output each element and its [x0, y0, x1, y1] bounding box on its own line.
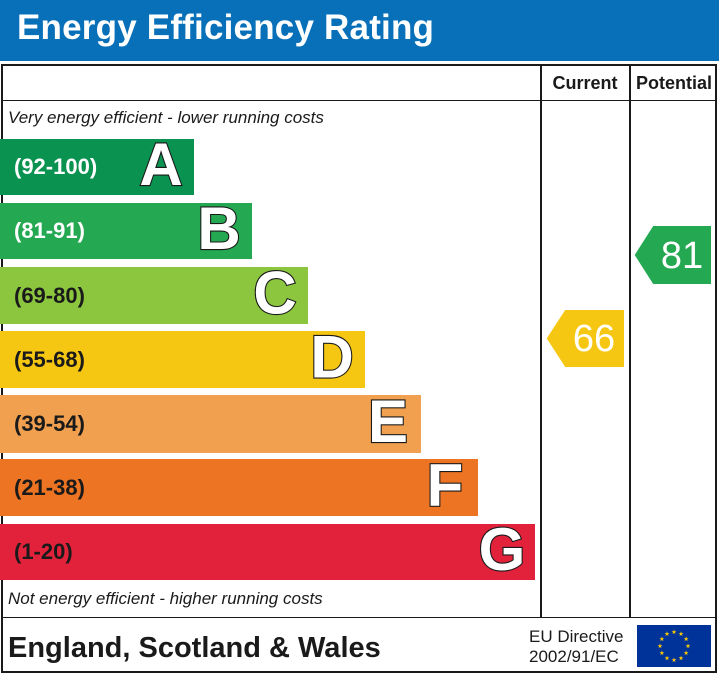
svg-text:C: C [253, 260, 296, 327]
svg-text:81: 81 [661, 235, 703, 277]
svg-text:A: A [139, 131, 182, 198]
svg-text:F: F [427, 452, 464, 519]
svg-text:D: D [310, 324, 353, 391]
svg-text:E: E [368, 388, 408, 455]
svg-text:G: G [479, 516, 526, 583]
svg-text:B: B [197, 195, 240, 262]
svg-text:66: 66 [572, 318, 614, 360]
